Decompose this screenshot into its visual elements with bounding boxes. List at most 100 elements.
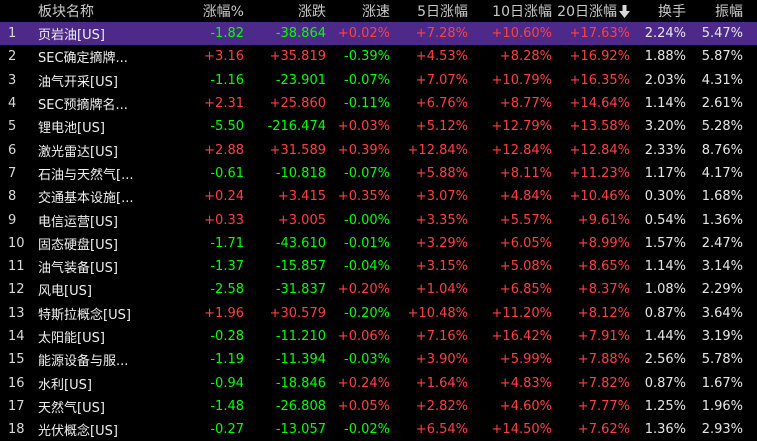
cell-pct: -0.27 [210, 422, 244, 438]
col-header-name[interactable]: 板块名称 [38, 4, 94, 20]
row-index: 6 [8, 142, 17, 158]
cell-speed: -0.04% [344, 259, 390, 275]
cell-change: +3.005 [277, 212, 326, 228]
table-row[interactable]: 3 油气开采[US] -1.16 -23.901 -0.07% +7.07% +10.79%… [0, 69, 757, 92]
cell-pct: -5.50 [210, 119, 244, 135]
cell-pct: +0.33 [204, 212, 244, 228]
table-row[interactable]: 15 能源设备与服... -1.19 -11.394 -0.03% +3.90% +5.99… [0, 348, 757, 371]
sector-name: 电信运营[US] [38, 214, 118, 230]
cell-amplitude: 2.29% [701, 282, 743, 298]
table-row[interactable]: 4 SEC预摘牌名... +2.31 +25.860 -0.11% +6.76% +8.77… [0, 92, 757, 115]
cell-turnover: 1.17% [644, 165, 686, 181]
cell-10d: +14.50% [491, 422, 552, 438]
cell-5d: +5.12% [415, 119, 468, 135]
table-row[interactable]: 1 页岩油[US] -1.82 -38.864 +0.02% +7.28% +10.60% +… [0, 22, 757, 46]
table-row[interactable]: 10 固态硬盘[US] -1.71 -43.610 -0.01% +3.29% +6.05%… [0, 232, 757, 255]
col-header-turnover[interactable]: 换手 [658, 4, 686, 20]
cell-turnover: 2.03% [644, 72, 686, 88]
table-row[interactable]: 17 天然气[US] -1.48 -26.808 +0.05% +2.82% +4.60% +… [0, 395, 757, 418]
row-index: 8 [8, 189, 17, 205]
table-row[interactable]: 16 水利[US] -0.94 -18.846 +0.24% +1.64% +4.83% +7… [0, 371, 757, 394]
cell-turnover: 1.57% [644, 235, 686, 251]
table-row[interactable]: 11 油气装备[US] -1.37 -15.857 -0.04% +3.15% +5.08%… [0, 255, 757, 278]
col-header-amplitude[interactable]: 振幅 [715, 4, 743, 20]
cell-change: -11.394 [275, 352, 326, 368]
col-header-pct[interactable]: 涨幅% [202, 4, 244, 20]
col-header-20d[interactable]: 20日涨幅 [552, 0, 630, 22]
table-row[interactable]: 9 电信运营[US] +0.33 +3.005 -0.00% +3.35% +5.57% +9… [0, 208, 757, 231]
row-index: 17 [8, 398, 25, 414]
table-row[interactable]: 2 SEC确定摘牌... +3.16 +35.819 -0.39% +4.53% +8.28… [0, 45, 757, 68]
col-header-5d[interactable]: 5日涨幅 [417, 4, 468, 20]
cell-speed: -0.07% [344, 72, 390, 88]
table-row[interactable]: 18 光伏概念[US] -0.27 -13.057 -0.02% +6.54% +14.50… [0, 418, 757, 441]
sector-name: SEC预摘牌名... [38, 98, 128, 114]
cell-turnover: 1.44% [644, 329, 686, 344]
cell-speed: -0.01% [344, 235, 390, 251]
cell-speed: -0.02% [344, 422, 390, 438]
cell-amplitude: 1.67% [701, 375, 743, 391]
cell-pct: +1.96 [204, 305, 244, 321]
cell-turnover: 1.08% [644, 282, 686, 298]
cell-turnover: 1.25% [644, 398, 686, 414]
sector-name: 油气装备[US] [38, 261, 118, 277]
col-header-change[interactable]: 涨跌 [298, 4, 326, 20]
cell-5d: +3.35% [415, 212, 468, 228]
col-header-speed[interactable]: 涨速 [362, 4, 390, 20]
cell-change: +35.819 [269, 49, 326, 65]
cell-5d: +6.76% [415, 96, 468, 112]
cell-pct: -0.61 [210, 165, 244, 181]
table-header: 板块名称 涨幅% 涨跌 涨速 5日涨幅 10日涨幅 20日涨幅 换手 振幅 [0, 0, 757, 22]
cell-amplitude: 4.31% [701, 72, 743, 88]
table-body: 1 页岩油[US] -1.82 -38.864 +0.02% +7.28% +10.60% +… [0, 22, 757, 441]
cell-10d: +6.85% [499, 282, 552, 298]
cell-speed: +0.05% [337, 398, 390, 414]
table-row[interactable]: 5 锂电池[US] -5.50 -216.474 +0.03% +5.12% +12.79%… [0, 115, 757, 138]
cell-turnover: 3.20% [644, 119, 686, 135]
table-row[interactable]: 12 风电[US] -2.58 -31.837 +0.20% +1.04% +6.85% +8… [0, 278, 757, 301]
cell-turnover: 2.24% [644, 26, 686, 42]
cell-20d: +8.65% [577, 259, 630, 275]
table-row[interactable]: 13 特斯拉概念[US] +1.96 +30.579 -0.20% +10.48% +11.… [0, 302, 757, 325]
cell-amplitude: 2.61% [701, 96, 743, 112]
cell-10d: +5.08% [499, 259, 552, 275]
cell-speed: +0.35% [337, 189, 390, 205]
table-row[interactable]: 7 石油与天然气[... -0.61 -10.818 -0.07% +5.88% +8.11… [0, 162, 757, 185]
cell-10d: +10.60% [491, 26, 552, 42]
cell-5d: +3.15% [415, 259, 468, 275]
cell-20d: +13.58% [569, 119, 630, 135]
cell-5d: +7.07% [415, 72, 468, 88]
cell-10d: +5.99% [499, 352, 552, 368]
cell-change: -216.474 [267, 119, 326, 135]
cell-turnover: 2.33% [644, 142, 686, 158]
cell-5d: +1.64% [415, 375, 468, 391]
sector-name: 水利[US] [38, 377, 92, 393]
cell-5d: +7.16% [415, 329, 468, 344]
cell-turnover: 1.14% [644, 96, 686, 112]
cell-5d: +2.82% [415, 398, 468, 414]
cell-change: -23.901 [275, 72, 326, 88]
sector-name: 特斯拉概念[US] [38, 307, 131, 323]
row-index: 16 [8, 375, 25, 391]
cell-10d: +8.11% [499, 165, 552, 181]
col-header-10d[interactable]: 10日涨幅 [492, 4, 552, 20]
row-index: 9 [8, 212, 17, 228]
cell-20d: +7.77% [577, 398, 630, 414]
cell-10d: +5.57% [499, 212, 552, 228]
table-row[interactable]: 8 交通基本设施[... +0.24 +3.415 +0.35% +3.07% +4.84%… [0, 185, 757, 208]
table-row[interactable]: 14 太阳能[US] -0.28 -11.210 +0.06% +7.16% +16.42%… [0, 325, 757, 348]
cell-speed: -0.00% [344, 212, 390, 228]
cell-speed: +0.39% [337, 142, 390, 158]
row-index: 12 [8, 282, 25, 298]
cell-20d: +17.63% [569, 26, 630, 42]
cell-amplitude: 5.28% [701, 119, 743, 135]
cell-amplitude: 5.47% [701, 26, 743, 42]
table-row[interactable]: 6 激光雷达[US] +2.88 +31.589 +0.39% +12.84% +12.84… [0, 138, 757, 161]
cell-5d: +1.04% [415, 282, 468, 298]
cell-pct: -1.37 [210, 259, 244, 275]
cell-change: -13.057 [275, 422, 326, 438]
cell-20d: +7.62% [577, 422, 630, 438]
cell-amplitude: 1.68% [701, 189, 743, 205]
cell-20d: +8.37% [577, 282, 630, 298]
cell-turnover: 0.87% [644, 375, 686, 391]
